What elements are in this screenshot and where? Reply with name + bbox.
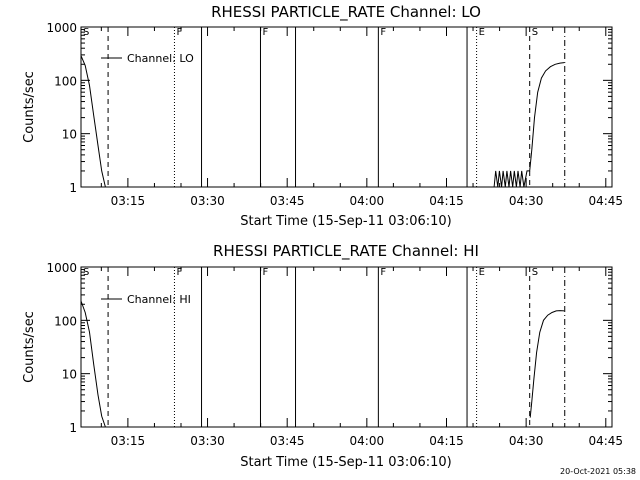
- event-label: F: [176, 27, 182, 38]
- x-tick-label: 03:45: [270, 194, 305, 208]
- series-line: [80, 55, 106, 188]
- y-tick-label: 100: [54, 74, 77, 88]
- event-label: S: [83, 27, 89, 38]
- y-tick-label: 10: [62, 128, 77, 142]
- y-tick-label: 1000: [46, 21, 77, 35]
- footer-timestamp: 20-Oct-2021 05:38: [560, 467, 636, 476]
- event-label: F: [176, 267, 182, 278]
- x-tick-label: 04:00: [350, 194, 385, 208]
- event-label: F: [262, 27, 268, 38]
- legend-label: Channel: HI: [127, 293, 191, 306]
- y-tick-label: 1000: [46, 261, 77, 275]
- chart-title: RHESSI PARTICLE_RATE Channel: HI: [213, 242, 479, 261]
- event-label: F: [380, 27, 386, 38]
- series-line: [529, 310, 565, 418]
- series-line: [80, 300, 106, 428]
- y-tick-label: 100: [54, 314, 77, 328]
- plot-frame: [80, 26, 613, 188]
- x-tick-label: 04:30: [509, 434, 544, 448]
- panel-lo: RHESSI PARTICLE_RATE Channel: LO Counts/…: [22, 3, 623, 229]
- x-tick-label: 04:15: [429, 434, 464, 448]
- legend: Channel: LO: [101, 52, 194, 65]
- x-tick-label: 04:45: [588, 434, 623, 448]
- y-tick-label: 1: [69, 181, 77, 195]
- panel-hi: RHESSI PARTICLE_RATE Channel: HI Counts/…: [22, 242, 623, 470]
- y-tick-label: 1: [69, 421, 77, 435]
- legend: Channel: HI: [101, 293, 191, 306]
- x-tick-label: 03:15: [111, 434, 146, 448]
- x-tick-label: 04:45: [588, 194, 623, 208]
- x-tick-label: 04:15: [429, 194, 464, 208]
- x-tick-label: 04:00: [350, 434, 385, 448]
- event-label: E: [479, 267, 485, 278]
- x-axis-label: Start Time (15-Sep-11 03:06:10): [240, 214, 451, 229]
- plot-frame: [80, 266, 613, 428]
- event-label: F: [380, 267, 386, 278]
- event-label: S: [532, 267, 538, 278]
- x-tick-label: 04:30: [509, 194, 544, 208]
- event-label: F: [262, 267, 268, 278]
- x-tick-label: 03:45: [270, 434, 305, 448]
- x-tick-label: 03:15: [111, 194, 146, 208]
- y-axis-label: Counts/sec: [22, 311, 37, 383]
- event-label: S: [83, 267, 89, 278]
- event-label: S: [532, 27, 538, 38]
- x-tick-label: 03:30: [190, 194, 225, 208]
- x-axis-label: Start Time (15-Sep-11 03:06:10): [240, 455, 451, 470]
- plot-area: F F F E S S 1 10 100 1000 03:15 03:30 03:45 04:00 04…: [46, 21, 623, 208]
- x-tick-label: 03:30: [190, 434, 225, 448]
- legend-label: Channel: LO: [127, 52, 194, 65]
- series-line: [493, 62, 565, 188]
- event-label: E: [479, 27, 485, 38]
- chart-title: RHESSI PARTICLE_RATE Channel: LO: [211, 3, 481, 22]
- y-axis-label: Counts/sec: [22, 71, 37, 143]
- plot-area: F F F E S S 1 10 100 1000 03:15 03:30 03:45 04:00 04…: [46, 261, 623, 448]
- y-tick-label: 10: [62, 368, 77, 382]
